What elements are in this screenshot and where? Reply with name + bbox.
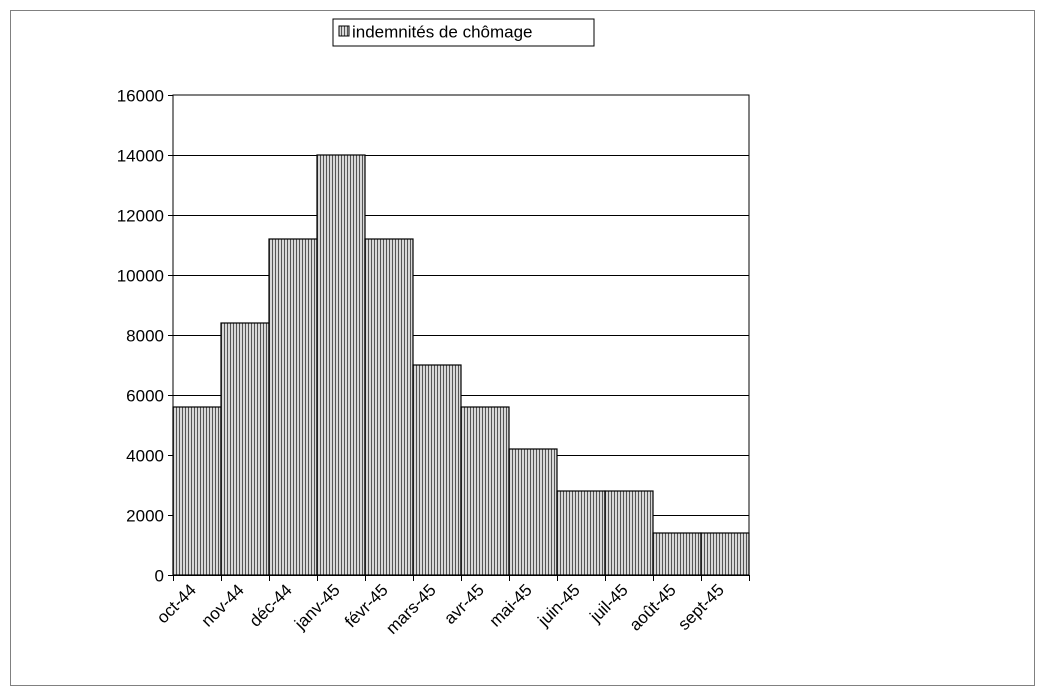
legend: indemnités de chômage [332, 18, 595, 47]
x-tick-label: mars-45 [382, 580, 440, 638]
bar [412, 364, 462, 576]
x-tick-label: sept-45 [674, 580, 728, 634]
x-tick-label: nov-44 [198, 580, 248, 630]
legend-swatch [338, 25, 350, 37]
legend-box [332, 18, 595, 47]
x-tick-label: juil-45 [586, 580, 632, 626]
bar [220, 322, 270, 576]
bar [700, 532, 750, 576]
y-tick-label: 6000 [126, 387, 164, 406]
x-tick-label: oct-44 [153, 580, 200, 627]
y-tick-label: 8000 [126, 327, 164, 346]
plot-area: 0 2000 4000 6000 8000 10000 12000 14000 16000 oct… [117, 87, 750, 638]
bar [316, 154, 366, 576]
y-tick-label: 0 [155, 567, 164, 586]
bar [604, 490, 654, 576]
x-tick-label: janv-45 [290, 580, 344, 634]
bar [652, 532, 702, 576]
bar [364, 238, 414, 576]
y-tick-label: 10000 [117, 267, 164, 286]
x-tick-label: avr-45 [440, 580, 488, 628]
bar [508, 448, 558, 576]
bar [460, 406, 510, 576]
legend-label: indemnités de chômage [352, 23, 533, 42]
x-tick-label: mai-45 [486, 580, 536, 630]
x-tick-label: juin-45 [534, 580, 584, 630]
y-tick-label: 2000 [126, 507, 164, 526]
bar [172, 406, 222, 576]
bar [268, 238, 318, 576]
chart-area: indemnités de chômage 0 2000 4000 6000 8000 1… [10, 10, 1035, 686]
chart-svg: indemnités de chômage 0 2000 4000 6000 8000 1… [117, 18, 750, 638]
x-tick-label: déc-44 [246, 580, 296, 630]
y-tick-label: 16000 [117, 87, 164, 106]
bar [556, 490, 606, 576]
y-tick-label: 12000 [117, 207, 164, 226]
x-tick-label: août-45 [626, 580, 680, 634]
y-tick-label: 14000 [117, 147, 164, 166]
y-tick-label: 4000 [126, 447, 164, 466]
